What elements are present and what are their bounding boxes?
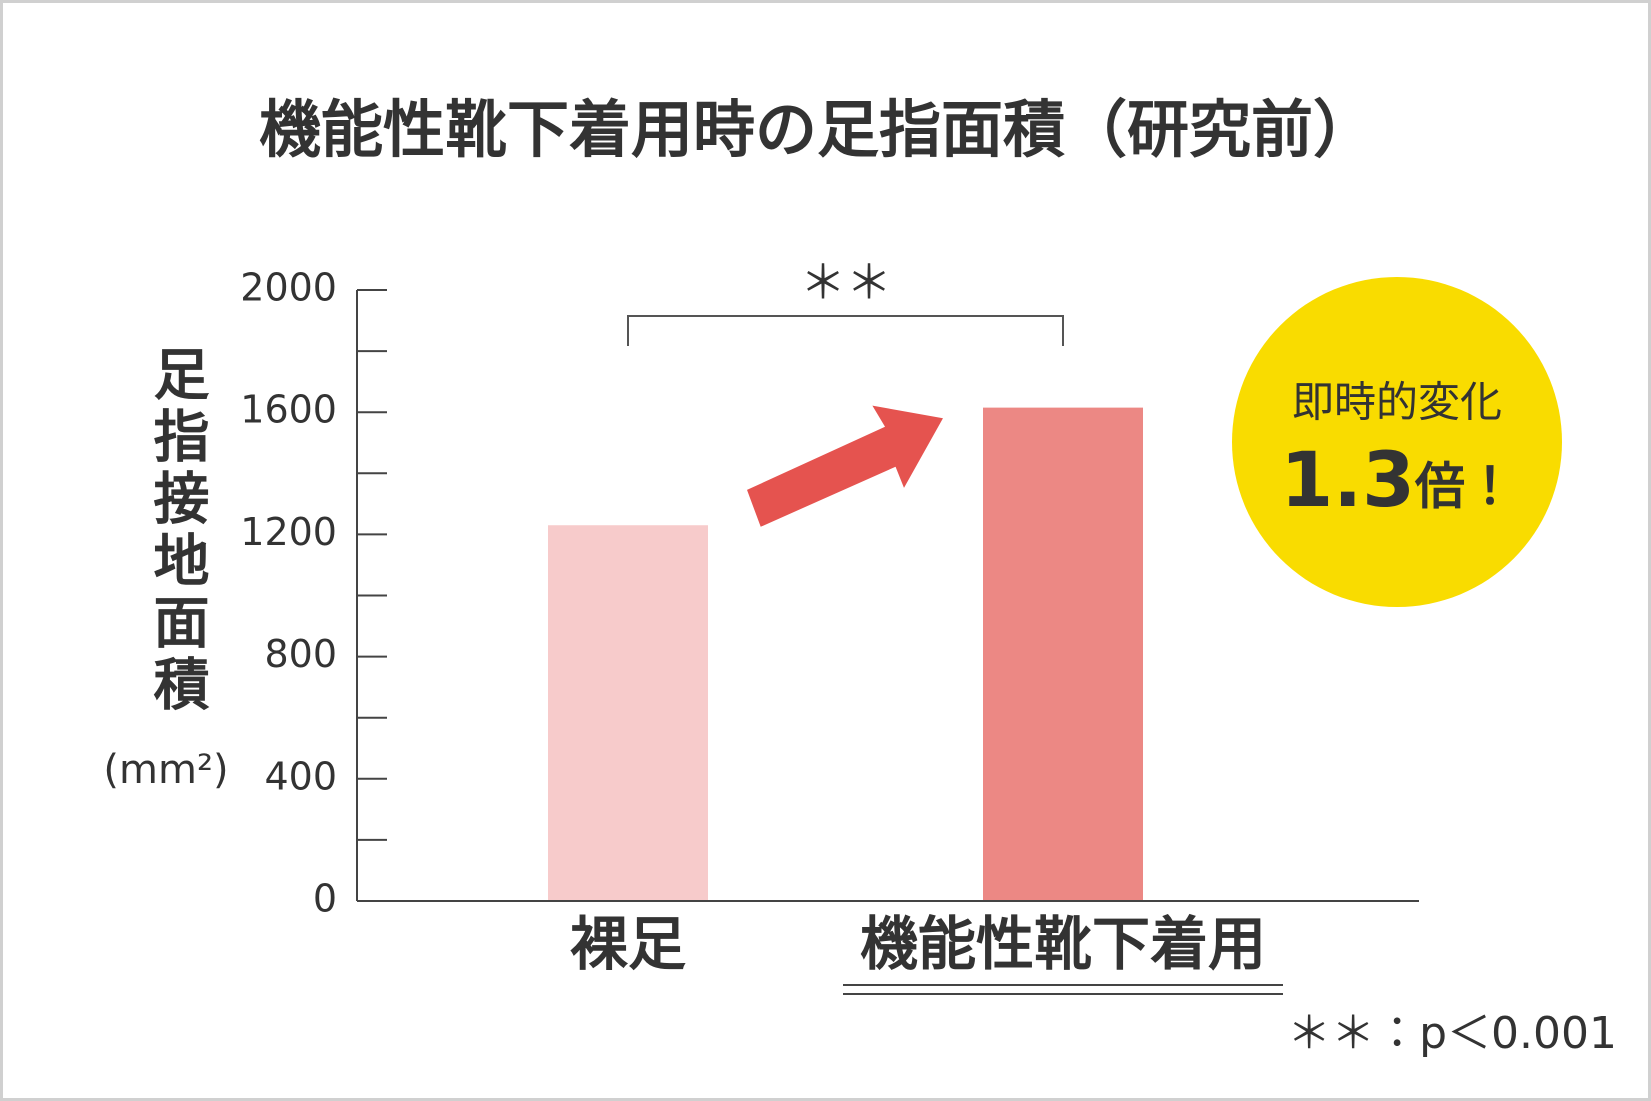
y-tick-label: 0: [313, 877, 337, 921]
y-tick-label: 400: [264, 754, 337, 798]
badge: [1232, 277, 1562, 607]
significance: ＊＊: [800, 256, 892, 310]
y-tick-label: 1600: [240, 388, 337, 432]
bar: [983, 407, 1143, 901]
y-tick-label: 800: [264, 632, 337, 676]
x-tick-label: 機能性靴下着用: [860, 910, 1266, 978]
y-axis-label: 足指接地面積: [144, 345, 209, 717]
y-unit: (mm²): [103, 747, 228, 793]
badge-text: 即時的変化: [1292, 378, 1502, 427]
x-tick-label: 裸足: [570, 910, 686, 978]
y-tick-label: 1200: [240, 510, 337, 554]
bar: [548, 525, 708, 901]
y-tick-label: 2000: [240, 266, 337, 310]
arrow: [747, 405, 943, 527]
badge-unit: 倍！: [1414, 458, 1515, 516]
badge-number: 1.3: [1280, 435, 1415, 524]
chart-title: 機能性靴下着用時の足指面積（研究前）: [259, 93, 1375, 166]
bracket: [627, 315, 1064, 346]
footnote: ＊＊：p＜0.001: [1287, 1008, 1617, 1059]
